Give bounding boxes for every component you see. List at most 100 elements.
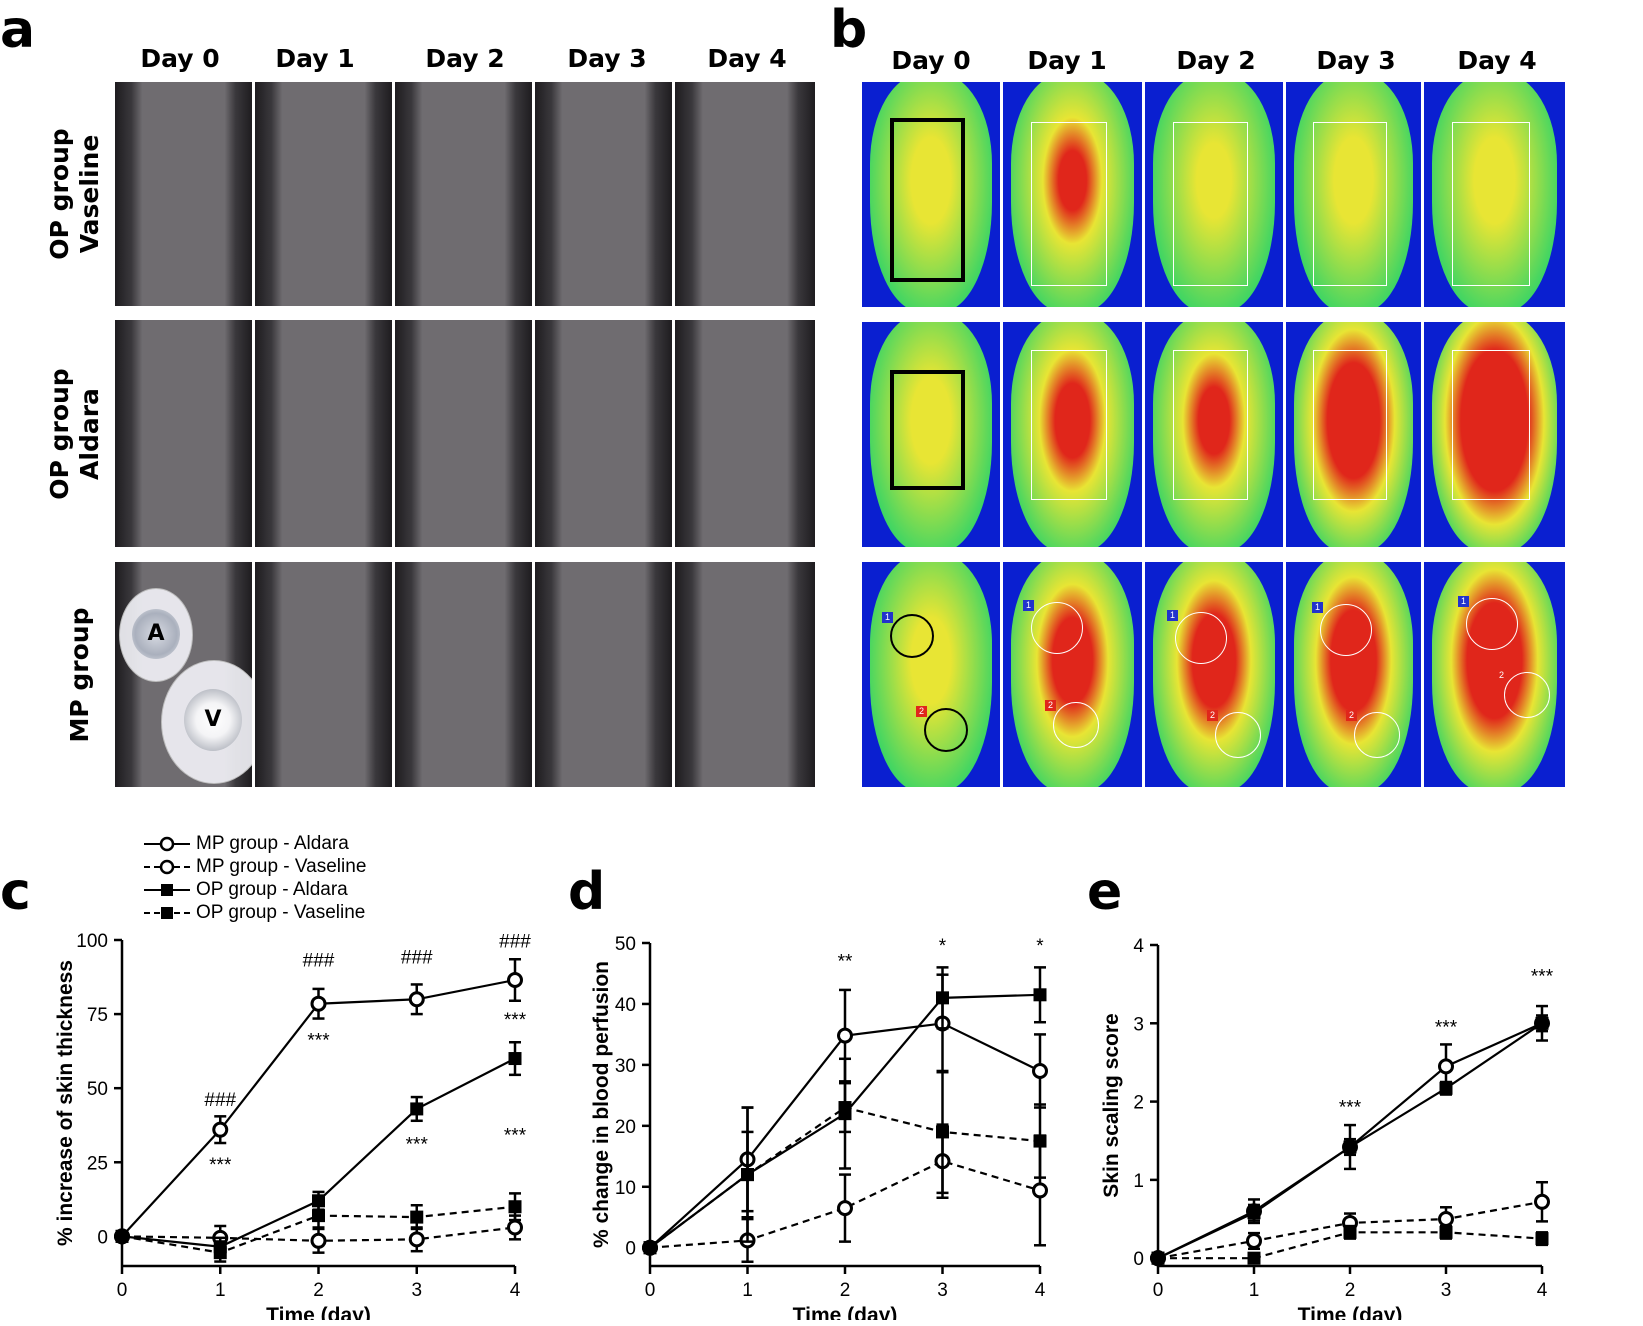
significance-label: ### <box>303 951 335 972</box>
y-tick-label: 20 <box>615 1117 636 1138</box>
data-point-0-1 <box>212 1121 229 1138</box>
heatmap-row1-day2 <box>1145 322 1283 547</box>
patch-vaseline: V <box>161 660 252 784</box>
data-point-2-3 <box>936 991 949 1005</box>
data-point-3-3 <box>936 1125 949 1139</box>
data-point-3-0 <box>1151 1251 1165 1265</box>
x-tick-label: 1 <box>215 1280 226 1301</box>
legend-label-mp-aldara: MP group - Aldara <box>196 833 349 854</box>
data-point-1-3 <box>1438 1211 1454 1228</box>
x-tick-label: 2 <box>313 1280 324 1301</box>
roi-tag-1: 1 <box>882 612 893 623</box>
photo-row1-day2 <box>395 320 532 547</box>
x-tick-label: 4 <box>1537 1280 1548 1301</box>
day-label-b-0: Day 0 <box>891 46 971 75</box>
patch-aldara-center <box>132 609 180 659</box>
perfusion-body <box>1153 562 1275 787</box>
day-label-b-1: Day 1 <box>1027 46 1107 75</box>
data-point-2-3 <box>1439 1081 1453 1095</box>
legend-label-op-aldara: OP group - Aldara <box>196 879 348 900</box>
patch-label-vaseline: V <box>204 707 222 732</box>
significance-label: ### <box>499 931 531 952</box>
legend-marker-op-vaseline <box>144 907 190 919</box>
data-point-3-0 <box>643 1241 657 1255</box>
photo-row1-day3 <box>535 320 672 547</box>
photo-row1-day1 <box>255 320 392 547</box>
photo-row2-day4 <box>675 562 815 787</box>
y-tick-label: 0 <box>625 1239 636 1260</box>
x-axis-label: Time (day) <box>1298 1304 1403 1320</box>
day-label-a-0: Day 0 <box>140 44 220 73</box>
data-point-3-1 <box>741 1168 754 1182</box>
patch-label-aldara: A <box>147 621 165 646</box>
x-axis-label: Time (day) <box>266 1304 371 1320</box>
x-axis-label: Time (day) <box>793 1304 898 1320</box>
data-point-0-2 <box>310 995 327 1012</box>
roi-tag-2: 2 <box>1045 700 1056 711</box>
mouse-back-skin <box>266 320 381 547</box>
roi-circle-2 <box>924 708 968 752</box>
x-tick-label: 4 <box>510 1280 521 1301</box>
panel-letter-b: b <box>830 0 868 60</box>
significance-label: *** <box>209 1155 232 1176</box>
roi-rectangle <box>1452 350 1530 500</box>
chart-d: 0 10 20 30 40 50 0 1 2 3 4 Time (day) % change in bl… <box>590 934 1048 1320</box>
legend-label-op-vaseline: OP group - Vaseline <box>196 902 366 923</box>
day-label-a-4: Day 4 <box>707 44 787 73</box>
x-tick-label: 2 <box>1345 1280 1356 1301</box>
roi-circle-2 <box>1215 712 1261 758</box>
legend-marker-mp-aldara <box>144 836 190 852</box>
data-point-3-2 <box>838 1101 852 1115</box>
mouse-back-skin <box>406 562 521 787</box>
roi-circle-1 <box>1320 604 1372 656</box>
roi-rectangle <box>1172 122 1249 286</box>
y-tick-label: 30 <box>615 1056 636 1077</box>
roi-circle-1 <box>1031 602 1083 654</box>
significance-label: * <box>1036 936 1044 957</box>
y-tick-label: 0 <box>1133 1249 1144 1270</box>
x-tick-label: 1 <box>1249 1280 1260 1301</box>
photo-row2-day3 <box>535 562 672 787</box>
photo-row0-day0 <box>115 82 252 306</box>
roi-circle-2 <box>1354 712 1400 758</box>
photo-row1-day0 <box>115 320 252 547</box>
x-tick-label: 0 <box>645 1280 656 1301</box>
heatmap-row0-day0 <box>862 82 1000 307</box>
y-tick-label: 75 <box>87 1005 108 1026</box>
data-point-3-3 <box>410 1210 424 1224</box>
patch-aldara: A <box>119 588 193 682</box>
data-point-1-4 <box>1534 1193 1550 1210</box>
data-point-0-2 <box>837 1027 853 1044</box>
data-point-2-4 <box>508 1052 522 1066</box>
data-point-1-2 <box>310 1232 327 1249</box>
data-point-2-4 <box>1033 988 1047 1002</box>
data-point-0-4 <box>507 972 523 989</box>
y-tick-label: 0 <box>97 1227 108 1248</box>
y-tick-label: 2 <box>1133 1093 1144 1114</box>
panel-letter-e: e <box>1087 862 1123 922</box>
data-point-3-1 <box>1247 1251 1261 1265</box>
chart-c: 0 25 50 75 100 0 1 2 3 4 Time (day) % increase of s… <box>54 931 531 1320</box>
row-label-op-aldara: OP group Aldara <box>45 368 104 500</box>
y-tick-label: 10 <box>615 1178 636 1199</box>
y-tick-label: 3 <box>1133 1014 1144 1035</box>
mouse-back-skin <box>686 82 804 306</box>
y-tick-label: 1 <box>1133 1171 1144 1192</box>
roi-circle-2 <box>1053 702 1099 748</box>
day-label-b-4: Day 4 <box>1457 46 1537 75</box>
roi-tag-1: 1 <box>1167 610 1178 621</box>
y-tick-label: 100 <box>76 931 108 952</box>
significance-label: *** <box>504 1126 527 1147</box>
perfusion-body <box>870 562 992 787</box>
heatmap-row1-day3 <box>1286 322 1421 547</box>
significance-label: *** <box>1339 1097 1362 1118</box>
significance-label: * <box>939 936 947 957</box>
row-label-op-vaseline: OP group Vaseline <box>45 128 104 260</box>
roi-rectangle <box>1313 350 1388 500</box>
day-label-a-2: Day 2 <box>425 44 505 73</box>
day-label-a-3: Day 3 <box>567 44 647 73</box>
roi-rectangle <box>889 370 966 490</box>
data-point-3-2 <box>312 1209 325 1223</box>
roi-rectangle <box>1172 350 1249 500</box>
perfusion-body <box>1294 562 1413 787</box>
